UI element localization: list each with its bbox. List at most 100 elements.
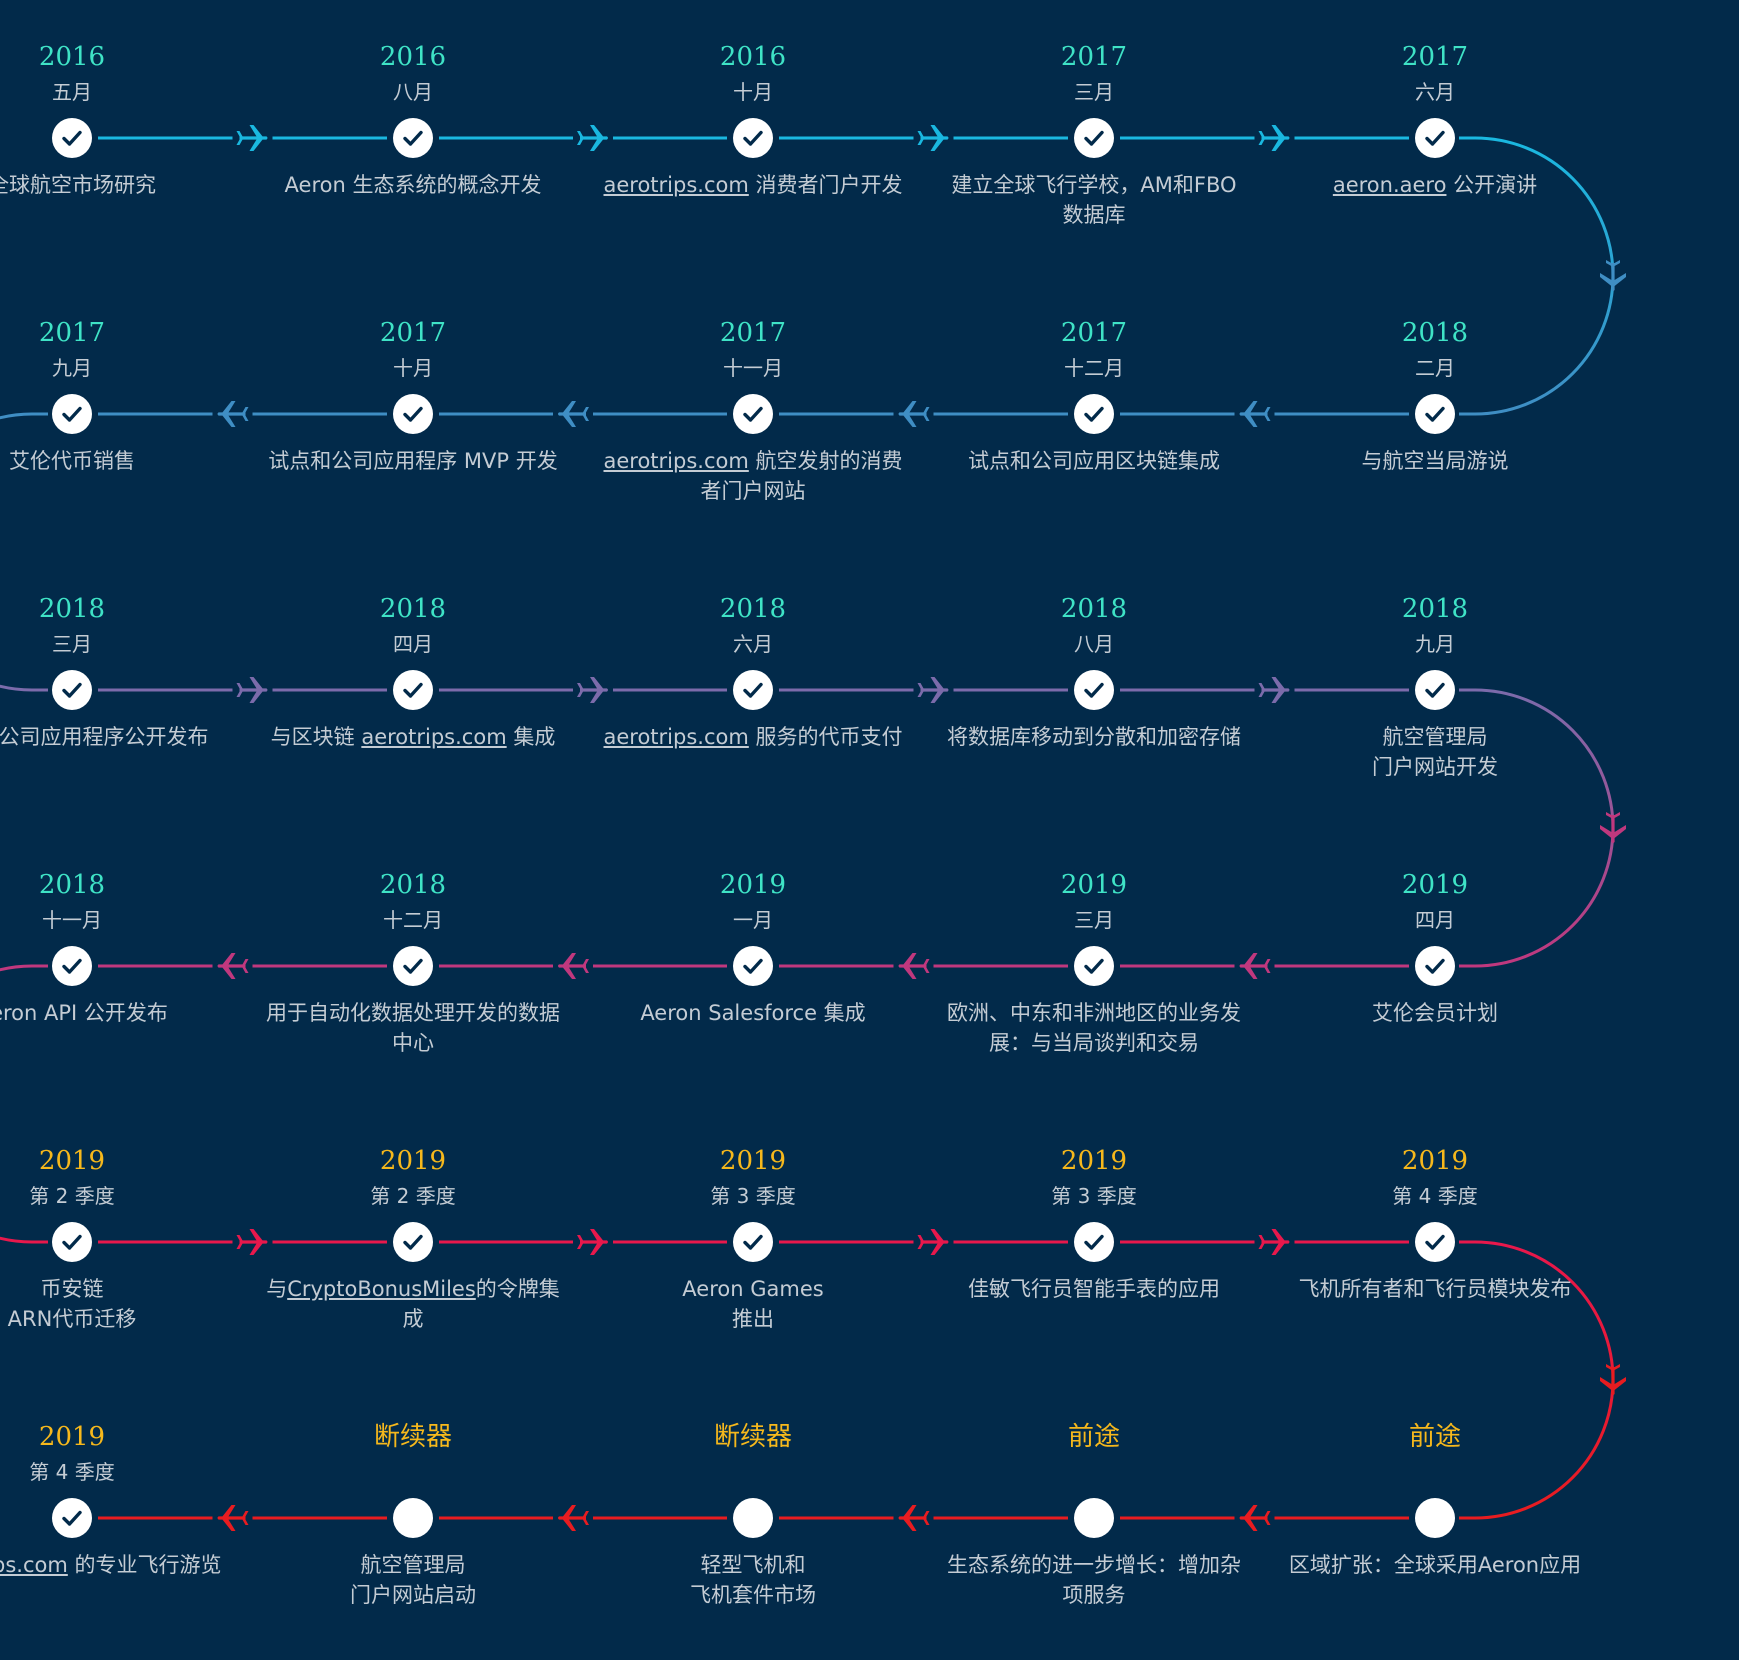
completed-milestone-node bbox=[1415, 670, 1455, 710]
pending-milestone-node bbox=[733, 1498, 773, 1538]
pending-milestone-node bbox=[393, 1498, 433, 1538]
description-text: Aeron 生态系统的概念开发 bbox=[284, 173, 542, 197]
milestone-description: Aeron Salesforce 集成 bbox=[603, 998, 903, 1028]
airplane-icon bbox=[558, 953, 589, 979]
description-text: 艾伦会员计划 bbox=[1372, 1001, 1498, 1025]
description-link[interactable]: aerotrips.com bbox=[603, 173, 749, 197]
description-text: 建立全球飞行学校，AM和FBO数据库 bbox=[951, 173, 1237, 227]
milestone-year: 前途 bbox=[1067, 1422, 1120, 1452]
milestone-description: aeron.aero 公开演讲 bbox=[1285, 170, 1585, 200]
milestone-description: 艾伦代币销售 bbox=[0, 446, 222, 476]
milestone-year: 2017 bbox=[1401, 42, 1469, 72]
description-link[interactable]: aerotrips.com bbox=[361, 725, 507, 749]
completed-milestone-node bbox=[733, 394, 773, 434]
milestone-year: 2019 bbox=[1401, 1146, 1469, 1176]
milestone-period: 十一月 bbox=[723, 356, 783, 380]
completed-milestone-node bbox=[52, 394, 92, 434]
milestone-year: 2018 bbox=[1060, 594, 1128, 624]
milestone-period: 六月 bbox=[733, 632, 773, 656]
airplane-icon bbox=[217, 1505, 249, 1531]
completed-milestone-node bbox=[1415, 394, 1455, 434]
milestone-year: 2016 bbox=[379, 42, 447, 72]
milestone-period: 三月 bbox=[52, 632, 92, 656]
airplane-icon bbox=[1600, 812, 1626, 843]
milestone-description: 欧洲、中东和非洲地区的业务发展：与当局谈判和交易 bbox=[944, 998, 1244, 1058]
check-icon bbox=[743, 130, 763, 146]
completed-milestone-node bbox=[733, 946, 773, 986]
milestone-description: 生态系统的进一步增长：增加杂项服务 bbox=[944, 1550, 1244, 1610]
completed-milestone-node bbox=[1074, 118, 1114, 158]
airplane-icon bbox=[1239, 401, 1271, 427]
milestone-period: 第 2 季度 bbox=[29, 1184, 115, 1208]
milestone-year: 2019 bbox=[379, 1146, 447, 1176]
milestone-description: 轻型飞机和 飞机套件市场 bbox=[603, 1550, 903, 1610]
milestone-period: 四月 bbox=[393, 632, 433, 656]
completed-milestone-node bbox=[52, 1498, 92, 1538]
description-text: Aeron Games 推出 bbox=[682, 1277, 824, 1331]
milestone-year: 2018 bbox=[38, 870, 106, 900]
completed-milestone-node bbox=[52, 946, 92, 986]
milestone-period: 第 2 季度 bbox=[370, 1184, 456, 1208]
milestone-year: 断续器 bbox=[373, 1422, 452, 1452]
pending-milestone-node bbox=[1074, 1498, 1114, 1538]
description-link[interactable]: CryptoBonusMiles bbox=[287, 1277, 476, 1301]
completed-milestone-node bbox=[733, 1222, 773, 1262]
airplane-icon bbox=[217, 953, 249, 979]
description-link[interactable]: aerotrips.com bbox=[603, 725, 749, 749]
description-prefix: 与区块链 bbox=[270, 725, 362, 749]
description-link[interactable]: aerotrips.com bbox=[603, 449, 749, 473]
airplane-icon bbox=[1258, 1229, 1290, 1255]
milestone-year: 2018 bbox=[379, 594, 447, 624]
description-text: 的专业飞行游览 bbox=[67, 1553, 222, 1577]
milestone-description: 建立全球飞行学校，AM和FBO数据库 bbox=[944, 170, 1244, 230]
milestone-period: 二月 bbox=[1415, 356, 1455, 380]
check-icon bbox=[62, 958, 82, 974]
milestone-description: 艾伦会员计划 bbox=[1285, 998, 1585, 1028]
milestone-description: aerotrips.com 消费者门户开发 bbox=[603, 170, 903, 200]
milestone-period: 第 4 季度 bbox=[1392, 1184, 1478, 1208]
check-icon bbox=[1084, 682, 1104, 698]
description-text: 轻型飞机和 飞机套件市场 bbox=[690, 1553, 816, 1607]
milestone-period: 十月 bbox=[393, 356, 433, 380]
description-text: 试点和公司应用程序 MVP 开发 bbox=[268, 449, 558, 473]
check-icon bbox=[743, 1234, 763, 1250]
description-text: 飞机所有者和飞行员模块发布 bbox=[1298, 1277, 1572, 1301]
milestone-period: 第 4 季度 bbox=[29, 1460, 115, 1484]
completed-milestone-node bbox=[1415, 1222, 1455, 1262]
milestone-year: 2017 bbox=[719, 318, 787, 348]
milestone-period: 八月 bbox=[393, 80, 433, 104]
milestone-description: 佳敏飞行员智能手表的应用 bbox=[944, 1274, 1244, 1304]
milestone-period: 十一月 bbox=[42, 908, 102, 932]
pending-milestone-node bbox=[1415, 1498, 1455, 1538]
check-icon bbox=[62, 130, 82, 146]
milestone-period: 三月 bbox=[1074, 908, 1114, 932]
milestone-period: 九月 bbox=[52, 356, 92, 380]
check-icon bbox=[62, 1510, 82, 1526]
completed-milestone-node bbox=[52, 670, 92, 710]
milestone-year: 2019 bbox=[719, 1146, 787, 1176]
airplane-icon bbox=[898, 401, 930, 427]
milestone-description: 用于自动化数据处理开发的数据中心 bbox=[263, 998, 563, 1058]
airplane-icon bbox=[236, 1229, 268, 1255]
check-icon bbox=[1084, 406, 1104, 422]
milestone-year: 2019 bbox=[38, 1146, 106, 1176]
completed-milestone-node bbox=[1415, 946, 1455, 986]
description-prefix: 与 bbox=[266, 1277, 288, 1301]
airplane-icon bbox=[577, 125, 608, 151]
milestone-description: 与区块链 aerotrips.com 集成 bbox=[263, 722, 563, 752]
description-text: 航空管理局 门户网站开发 bbox=[1372, 725, 1498, 779]
description-link[interactable]: aerotrips.com bbox=[0, 1553, 68, 1577]
airplane-icon bbox=[1239, 953, 1271, 979]
milestone-year: 2019 bbox=[1060, 1146, 1128, 1176]
check-icon bbox=[62, 1234, 82, 1250]
airplane-icon bbox=[898, 953, 930, 979]
description-text: 集成 bbox=[506, 725, 556, 749]
description-link[interactable]: aeron.aero bbox=[1332, 173, 1447, 197]
milestone-year: 2018 bbox=[379, 870, 447, 900]
description-text: Aeron API 公开发布 bbox=[0, 1001, 168, 1025]
check-icon bbox=[1084, 958, 1104, 974]
milestone-description: aerotrips.com 航空发射的消费者门户网站 bbox=[603, 446, 903, 506]
milestone-year: 2018 bbox=[1401, 318, 1469, 348]
completed-milestone-node bbox=[393, 670, 433, 710]
